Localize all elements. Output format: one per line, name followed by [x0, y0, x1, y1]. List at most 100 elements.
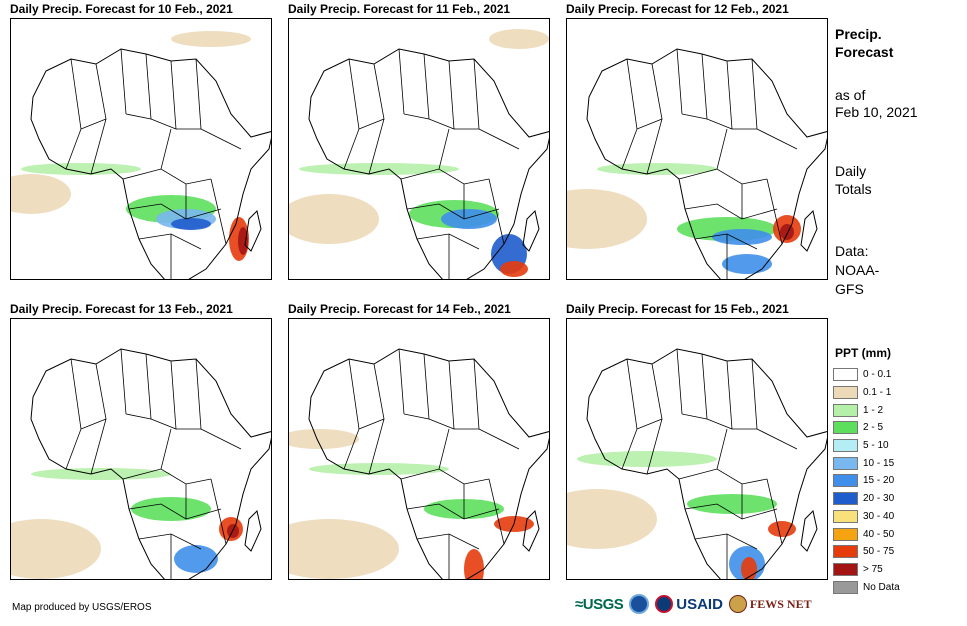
country-border — [403, 353, 430, 420]
country-border — [676, 348, 683, 415]
forecast-map — [288, 18, 550, 280]
legend-label: 2 - 5 — [863, 422, 884, 434]
country-border — [200, 428, 242, 450]
country-border — [403, 53, 430, 120]
panel-title: Daily Precip. Forecast for 11 Feb., 2021 — [288, 2, 511, 16]
country-border — [343, 58, 360, 170]
legend-label: > 75 — [863, 563, 883, 575]
legend-item: 5 - 10 — [833, 437, 900, 455]
legend-item: > 75 — [833, 561, 900, 579]
forecast-panel-5: Daily Precip. Forecast for 14 Feb., 2021 — [288, 302, 550, 580]
country-border — [80, 63, 107, 130]
forecast-panel-3: Daily Precip. Forecast for 12 Feb., 2021 — [566, 2, 828, 280]
country-border — [454, 358, 480, 430]
precip-area — [11, 174, 71, 214]
forecast-panel-6: Daily Precip. Forecast for 15 Feb., 2021 — [566, 302, 828, 580]
country-border — [678, 168, 768, 185]
country-border — [766, 478, 783, 545]
country-border — [438, 128, 450, 170]
logo-strip: ≈USGS USAID FEWS NET — [575, 594, 812, 614]
country-border — [368, 418, 385, 475]
country-border — [706, 60, 733, 130]
country-border — [358, 63, 385, 130]
legend-item: No Data — [833, 578, 900, 596]
country-border — [428, 60, 455, 130]
country-border — [732, 358, 758, 430]
fewsnet-logo-text: FEWS NET — [749, 596, 812, 611]
country-border — [65, 358, 82, 470]
country-border — [200, 128, 242, 150]
legend-label: 0.1 - 1 — [863, 387, 892, 399]
country-border — [150, 360, 177, 430]
country-border — [488, 178, 505, 245]
country-border — [160, 128, 172, 170]
country-border — [368, 118, 385, 175]
usaid-logo-text: USAID — [676, 595, 723, 613]
country-border — [65, 58, 82, 170]
precip-area — [131, 497, 211, 521]
precip-area — [299, 163, 459, 175]
legend-title: PPT (mm) — [835, 346, 892, 360]
precip-area — [174, 545, 218, 573]
precip-area — [171, 31, 251, 47]
map-svg — [289, 348, 549, 579]
legend-swatch — [833, 474, 858, 488]
side-asof-2: Feb 10, 2021 — [835, 104, 918, 120]
forecast-map — [10, 18, 272, 280]
side-data-1: Data: — [835, 243, 869, 259]
legend-item: 10 - 15 — [833, 454, 900, 472]
side-heading-1: Precip. — [835, 26, 882, 42]
country-border — [636, 63, 663, 130]
country-border — [398, 48, 405, 115]
precip-area — [289, 519, 399, 579]
noaa-logo-icon — [629, 594, 650, 614]
country-border — [756, 428, 798, 450]
country-border — [176, 58, 202, 130]
country-border — [416, 233, 480, 250]
legend: 0 - 0.1 0.1 - 1 1 - 2 2 - 5 5 - 10 10 - 15 15 … — [833, 366, 900, 596]
country-border — [678, 468, 768, 485]
panel-title: Daily Precip. Forecast for 12 Feb., 2021 — [566, 2, 789, 16]
legend-label: 50 - 75 — [863, 546, 895, 558]
precip-area — [722, 254, 772, 274]
side-data-3: GFS — [835, 281, 864, 297]
country-border — [636, 363, 663, 430]
legend-label: 40 - 50 — [863, 528, 895, 540]
panel-title: Daily Precip. Forecast for 15 Feb., 2021 — [566, 302, 789, 316]
precip-area — [567, 489, 657, 549]
precip-area — [171, 218, 211, 230]
legend-swatch — [833, 403, 858, 417]
precip-area — [31, 468, 171, 480]
country-border — [428, 360, 455, 430]
legend-swatch — [833, 527, 858, 541]
country-border — [400, 168, 490, 185]
country-border — [716, 128, 728, 170]
precip-area — [712, 229, 772, 245]
country-border — [398, 348, 405, 415]
country-border — [621, 58, 638, 170]
usaid-seal-icon — [655, 595, 674, 613]
country-border — [766, 178, 783, 245]
fewsnet-globe-icon — [728, 595, 747, 613]
precip-area — [238, 227, 248, 255]
legend-swatch — [833, 545, 858, 559]
country-border — [122, 168, 212, 185]
forecast-map — [566, 318, 828, 580]
forecast-map — [566, 18, 828, 280]
precip-area — [289, 194, 379, 244]
precip-area — [21, 163, 141, 175]
legend-swatch — [833, 386, 858, 400]
map-credit: Map produced by USGS/EROS — [12, 602, 152, 613]
legend-label: 5 - 10 — [863, 440, 889, 452]
country-border — [120, 48, 127, 115]
legend-label: 15 - 20 — [863, 475, 895, 487]
precip-area — [289, 429, 359, 449]
madagascar-outline — [244, 510, 262, 552]
country-border — [90, 118, 107, 175]
precip-area — [780, 224, 794, 240]
country-border — [416, 533, 480, 550]
fewsnet-logo: FEWS NET — [728, 595, 812, 613]
map-svg — [289, 29, 549, 279]
precip-area — [741, 557, 757, 579]
side-data-2: NOAA- — [835, 262, 880, 278]
